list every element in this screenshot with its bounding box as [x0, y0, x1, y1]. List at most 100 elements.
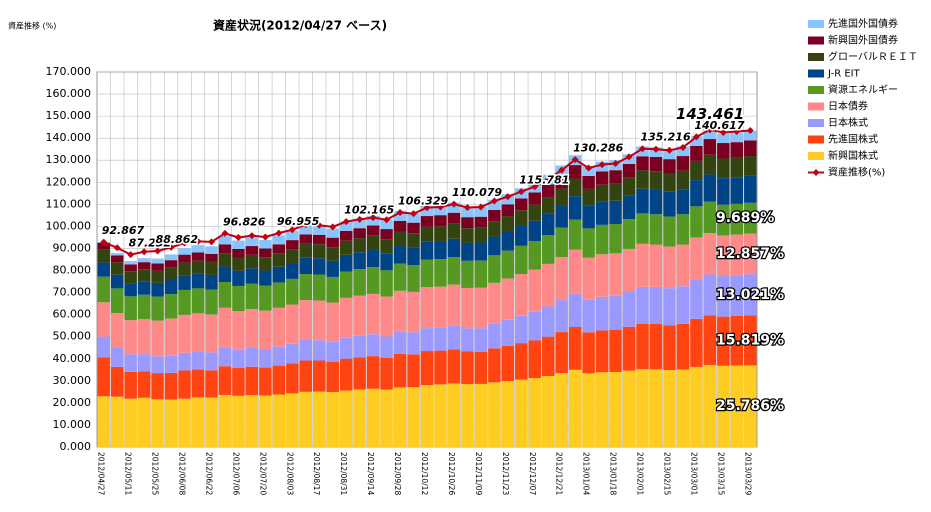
bar-segment — [434, 286, 447, 328]
bar-segment — [501, 319, 515, 346]
bar-segment — [501, 231, 515, 251]
legend-marker — [812, 169, 820, 176]
x-tick-label: 2012/08/31 — [339, 452, 348, 495]
bar-segment — [137, 354, 151, 372]
y-tick-label: 160.000 — [46, 87, 92, 100]
bar-segment — [515, 343, 528, 380]
line-marker — [194, 237, 202, 245]
share-label: 25.786% — [716, 398, 784, 414]
bar-segment — [218, 366, 232, 395]
bar-segment — [366, 293, 380, 335]
bar-segment — [447, 212, 461, 224]
bar-segment — [541, 197, 555, 214]
bar-segment — [110, 288, 124, 314]
bar-segment — [313, 391, 326, 447]
bar-segment — [434, 259, 447, 287]
bar-segment — [703, 174, 717, 202]
y-tick-label: 120.000 — [46, 175, 92, 188]
bar-segment — [474, 206, 488, 217]
bar-segment — [515, 225, 528, 246]
bar-segment — [137, 258, 151, 263]
bar-segment — [380, 296, 393, 337]
bar-segment — [568, 327, 582, 370]
bar-segment — [717, 316, 730, 366]
bar-segment — [407, 354, 420, 388]
bar-segment — [515, 274, 528, 316]
bar-segment — [191, 245, 205, 253]
bar-segment — [218, 244, 232, 254]
y-tick-label: 150.000 — [46, 109, 92, 122]
bar-segment — [676, 369, 690, 447]
bar-segment — [97, 276, 110, 303]
bar-segment — [313, 300, 326, 341]
bar-segment — [447, 257, 461, 285]
bar-segment — [339, 221, 353, 231]
bar-segment — [286, 240, 299, 250]
bar-segment — [663, 149, 676, 160]
bar-segment — [690, 180, 703, 207]
bar-segment — [191, 313, 205, 352]
bar-segment — [582, 188, 595, 206]
bar-segment — [124, 261, 137, 265]
bar-segment — [717, 204, 730, 236]
bar-segment — [272, 253, 286, 267]
bar-segment — [420, 259, 434, 288]
bar-segment — [488, 323, 501, 349]
y-tick-label: 30.000 — [53, 374, 92, 387]
bar-segment — [299, 360, 313, 392]
bar-segment — [501, 216, 515, 232]
line-marker — [504, 193, 512, 201]
bar-segment — [110, 262, 124, 275]
bar-segment — [137, 319, 151, 355]
bar-segment — [447, 284, 461, 326]
bar-segment — [555, 188, 568, 206]
bar-segment — [97, 262, 110, 277]
bar-segment — [232, 257, 245, 271]
bar-segment — [434, 240, 447, 260]
bar-segment — [676, 214, 690, 245]
bar-segment — [339, 390, 353, 447]
line-marker — [288, 226, 296, 234]
bar-segment — [137, 371, 151, 398]
line-data-label: 96.955 — [277, 215, 320, 228]
bar-segment — [353, 238, 366, 253]
bar-segment — [730, 157, 744, 178]
bar-segment — [218, 253, 232, 267]
bar-segment — [690, 160, 703, 181]
bar-segment — [380, 357, 393, 390]
bar-segment — [717, 143, 730, 159]
bar-segment — [110, 366, 124, 397]
bar-segment — [541, 235, 555, 264]
line-data-label: 102.165 — [344, 204, 394, 217]
bar-segment — [326, 247, 339, 261]
bar-segment — [568, 165, 582, 179]
bar-segment — [555, 205, 568, 228]
bar-segment — [353, 228, 366, 239]
y-tick-label: 50.000 — [53, 330, 92, 343]
bar-segment — [488, 255, 501, 283]
y-tick-label: 130.000 — [46, 153, 92, 166]
bar-segment — [420, 328, 434, 352]
bar-segment — [407, 387, 420, 447]
bar-segment — [730, 315, 744, 366]
bar-segment — [286, 249, 299, 264]
line-marker — [639, 145, 647, 153]
bar-segment — [178, 352, 191, 371]
bar-segment — [730, 132, 744, 143]
bar-segment — [164, 318, 178, 356]
line-marker — [544, 175, 552, 183]
bar-segment — [717, 158, 730, 179]
line-marker — [598, 161, 606, 169]
chart-title: 資産状況(2012/04/27 ベース) — [213, 18, 387, 33]
line-marker — [315, 221, 323, 229]
line-marker — [167, 243, 175, 251]
line-data-label: 135.216 — [641, 131, 691, 144]
bar-segment — [326, 341, 339, 362]
bar-segment — [690, 145, 703, 161]
bar-segment — [595, 201, 609, 225]
bar-segment — [703, 154, 717, 175]
bar-segment — [582, 299, 595, 333]
bar-segment — [124, 398, 137, 447]
bar-segment — [636, 156, 649, 171]
bar-segment — [124, 296, 137, 321]
